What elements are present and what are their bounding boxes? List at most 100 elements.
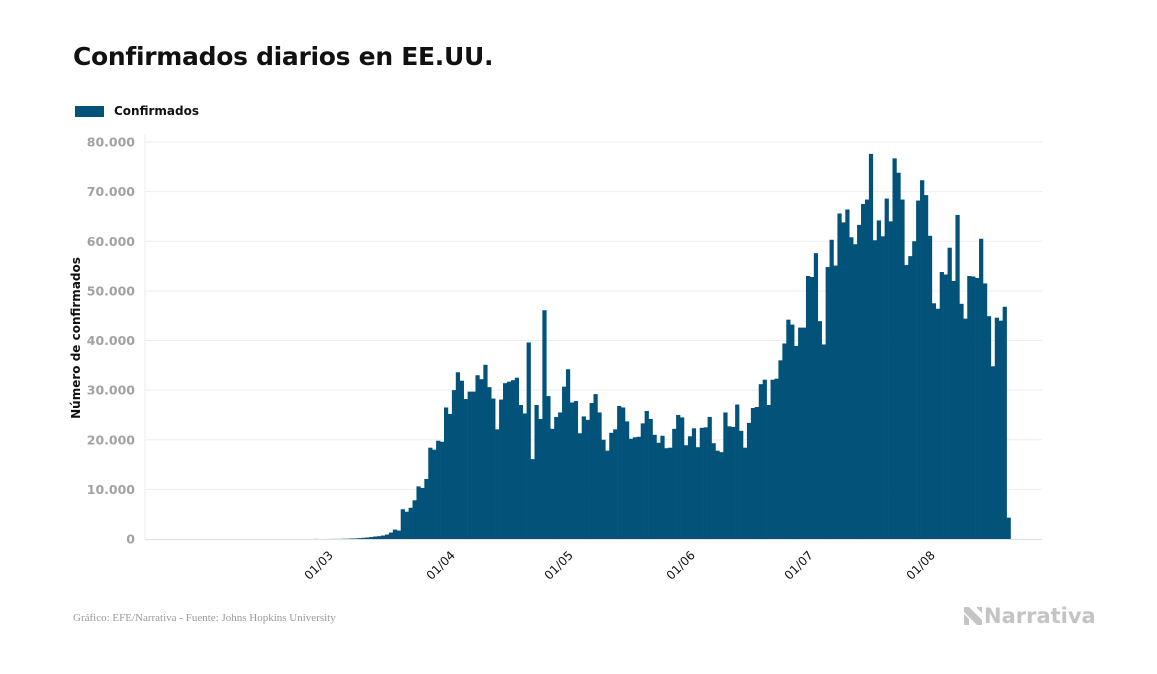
bar — [601, 439, 606, 539]
bar — [876, 220, 881, 539]
bar — [404, 511, 409, 539]
bar — [762, 379, 767, 539]
x-tick-label: 01/06 — [664, 548, 698, 582]
bar — [872, 240, 878, 539]
bar — [687, 436, 693, 539]
bar — [959, 303, 964, 539]
bar — [499, 399, 504, 539]
bar — [782, 343, 787, 539]
bar — [451, 390, 457, 540]
bar — [636, 436, 642, 539]
bar — [672, 428, 677, 539]
bar — [837, 213, 842, 539]
bar — [998, 320, 1003, 539]
y-axis-ticks: 0 10.000 20.000 30.000 40.000 50.000 60.000 70.… — [87, 135, 136, 547]
bar — [660, 435, 665, 539]
bar — [483, 364, 488, 539]
bar — [459, 380, 464, 539]
bar — [510, 380, 516, 539]
bar — [447, 413, 453, 539]
bar — [923, 195, 929, 539]
bar — [975, 277, 980, 539]
bar — [617, 406, 622, 539]
bar — [605, 450, 610, 539]
bar — [652, 434, 657, 539]
bar — [715, 450, 720, 539]
bar — [388, 532, 394, 539]
bar — [514, 377, 520, 539]
bar — [754, 407, 760, 539]
legend: Confirmados — [75, 104, 199, 118]
bar — [396, 530, 402, 539]
bar — [990, 366, 996, 539]
x-tick-label: 01/05 — [542, 548, 576, 582]
bar — [963, 318, 968, 539]
y-tick-label: 10.000 — [87, 482, 136, 497]
bar — [569, 402, 575, 539]
bar — [530, 459, 535, 539]
bar — [428, 447, 433, 539]
bar — [719, 452, 724, 539]
bar — [829, 239, 834, 539]
bar — [628, 438, 634, 539]
bar — [680, 417, 685, 539]
bar — [967, 275, 972, 539]
bar — [766, 405, 771, 539]
bar — [920, 180, 925, 539]
bar — [644, 410, 649, 539]
bar — [471, 391, 476, 539]
source-note: Gráfico: EFE/Narrativa - Fuente: Johns H… — [73, 612, 336, 624]
bar — [994, 317, 1000, 539]
bar — [589, 403, 594, 539]
bar — [758, 384, 763, 539]
bar — [743, 447, 748, 539]
bar — [550, 428, 555, 539]
bar — [951, 280, 956, 539]
bar — [774, 378, 779, 539]
bar — [955, 214, 960, 539]
bar — [664, 448, 669, 539]
bar — [857, 224, 862, 539]
x-tick-label: 01/03 — [302, 548, 336, 582]
bar — [813, 253, 819, 539]
bar — [609, 432, 614, 539]
bar — [518, 405, 523, 539]
bar — [912, 241, 917, 539]
bar — [770, 379, 775, 539]
bar — [884, 198, 889, 539]
bar — [416, 486, 421, 539]
y-tick-label: 60.000 — [87, 234, 136, 249]
bar — [821, 344, 826, 539]
bar — [491, 398, 496, 539]
bar — [790, 324, 795, 539]
bar — [699, 427, 704, 539]
y-tick-label: 20.000 — [87, 432, 136, 447]
bar — [676, 414, 681, 539]
bar — [381, 535, 386, 539]
bar — [408, 507, 413, 539]
y-tick-label: 0 — [126, 532, 135, 547]
chart-title: Confirmados diarios en EE.UU. — [73, 42, 494, 71]
bar — [487, 387, 492, 539]
bar — [538, 418, 543, 539]
bar — [727, 426, 732, 539]
bar — [373, 536, 378, 539]
bar — [577, 433, 582, 539]
bar — [900, 199, 905, 539]
bar — [1002, 306, 1007, 539]
bar — [353, 538, 358, 539]
bar — [463, 399, 468, 539]
bar — [798, 327, 803, 539]
bar — [868, 153, 874, 539]
y-tick-label: 30.000 — [87, 383, 136, 398]
bar — [805, 275, 811, 539]
bar — [853, 244, 858, 540]
bar — [703, 427, 708, 539]
bar — [565, 369, 571, 539]
bar — [750, 407, 756, 539]
bar — [554, 416, 559, 539]
brand-name: Narrativa — [984, 604, 1096, 628]
bar — [432, 449, 437, 539]
bar — [896, 172, 901, 539]
